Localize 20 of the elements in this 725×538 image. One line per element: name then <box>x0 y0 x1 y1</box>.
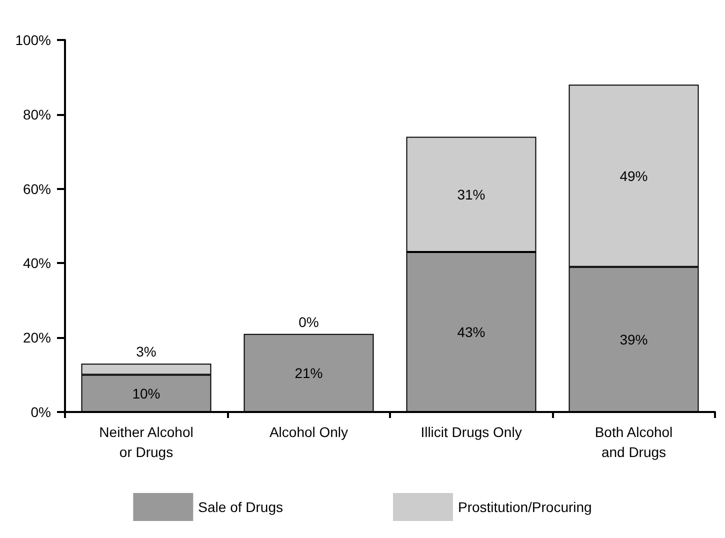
y-tick-label: 60% <box>22 180 51 197</box>
data-label: 0% <box>298 314 319 330</box>
x-tick-label: Illicit Drugs Only <box>420 424 522 440</box>
data-label: 31% <box>457 186 486 202</box>
y-tick-label: 100% <box>15 32 51 48</box>
data-label: 3% <box>136 344 156 360</box>
y-tick-label: 0% <box>30 404 51 420</box>
data-label: 49% <box>620 168 648 184</box>
data-label: 10% <box>132 385 160 402</box>
y-tick-label: 40% <box>22 255 51 272</box>
x-tick-label: Alcohol Only <box>269 424 348 440</box>
y-tick-label: 80% <box>22 106 51 122</box>
data-label: 39% <box>620 331 648 348</box>
data-label: 43% <box>457 324 486 340</box>
legend-label: Prostitution/Procuring <box>458 499 592 515</box>
data-label: 21% <box>294 364 323 381</box>
x-tick-label: Neither Alcohol or Drugs <box>99 424 194 460</box>
legend-label: Sale of Drugs <box>198 499 283 515</box>
y-tick-label: 20% <box>22 330 51 346</box>
x-tick-label: Both Alcohol and Drugs <box>594 424 673 460</box>
